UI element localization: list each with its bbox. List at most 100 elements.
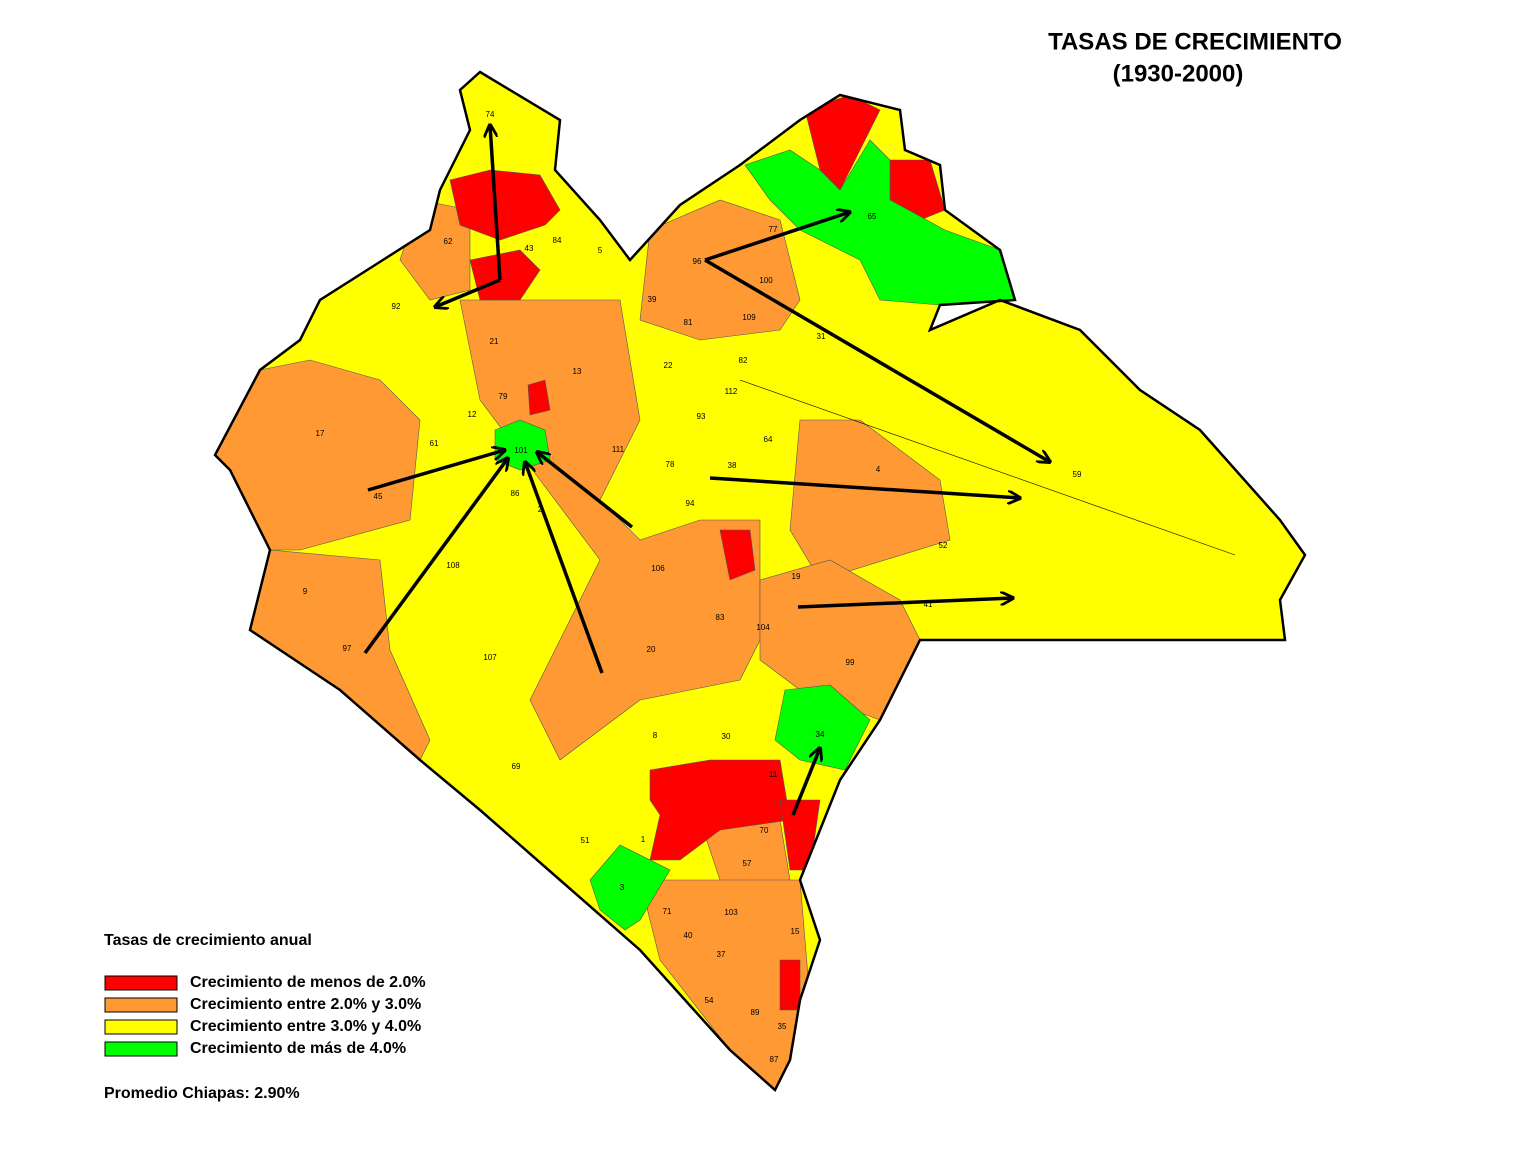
municipality-label: 59 [1073,470,1082,479]
municipality-label: 100 [759,276,773,285]
municipality-label: 38 [728,461,737,470]
municipality-label: 41 [924,600,933,609]
legend: Crecimiento de menos de 2.0% Crecimiento … [104,974,426,1057]
municipality-label: 43 [525,244,534,253]
municipality-label: 99 [846,658,855,667]
municipality-label: 34 [816,730,825,739]
municipality-label: 62 [444,237,453,246]
municipality-label: 11 [769,770,778,779]
municipality-label: 109 [742,313,756,322]
municipality-label: 51 [581,836,590,845]
municipality-label: 81 [684,318,693,327]
municipality-label: 35 [778,1022,787,1031]
municipality-label: 101 [514,446,528,455]
municipality-label: 39 [648,295,657,304]
municipality-label: 52 [939,541,948,550]
legend-swatch [104,975,178,991]
municipality-label: 107 [483,653,497,662]
subtitle: (1930-2000) [1113,60,1244,87]
municipality-label: 96 [693,257,702,266]
arrow [791,748,820,816]
municipality-label: 74 [486,110,495,119]
municipality-label: 22 [664,361,673,370]
municipality-label: 87 [770,1055,779,1064]
legend-title: Tasas de crecimiento anual [104,932,312,949]
municipality-label: 2 [538,505,543,514]
arrow [363,458,508,655]
municipality-label: 108 [446,561,460,570]
municipality-label: 21 [490,337,499,346]
municipality-label: 57 [743,859,752,868]
municipality-label: 82 [739,356,748,365]
trend-line [739,379,1236,556]
municipality-label: 77 [769,225,778,234]
arrow [490,125,502,281]
average: Promedio Chiapas: 2.90% [104,1085,300,1102]
municipality-label: 111 [612,445,625,454]
municipality-label: 3 [620,883,625,892]
legend-label: Crecimiento entre 3.0% y 4.0% [190,1018,421,1035]
region [589,844,671,931]
arrow [704,258,1050,462]
legend-label: Crecimiento de más de 4.0% [190,1040,406,1057]
region [774,684,871,771]
municipality-label: 84 [553,236,562,245]
municipality-label: 106 [651,564,665,573]
municipality-label: 4 [876,465,881,474]
region [449,169,561,241]
region [459,299,761,761]
municipality-label: 12 [468,410,477,419]
municipality-label: 86 [511,489,520,498]
municipality-label: 70 [760,826,769,835]
municipality-label: 97 [343,644,352,653]
arrows [363,125,1050,816]
municipality-label: 69 [512,762,521,771]
municipality-label: 9 [303,587,308,596]
municipality-label: 8 [653,731,658,740]
region [789,419,951,581]
arrow [709,476,1020,498]
municipality-label: 103 [724,908,738,917]
municipality-label: 64 [764,435,773,444]
title: TASAS DE CRECIMIENTO [1048,28,1342,55]
municipality-label: 94 [686,499,695,508]
municipality-label: 61 [430,439,439,448]
arrow [435,278,501,307]
municipality-label: 83 [716,613,725,622]
municipality-label: 31 [817,332,826,341]
municipality-label: 37 [717,950,726,959]
municipality-label: 19 [792,572,801,581]
arrow [537,452,634,529]
legend-swatch [104,1019,178,1035]
arrow [797,598,1013,609]
legend-swatch [104,1041,178,1057]
municipality-label: 15 [791,927,800,936]
municipality-label: 104 [756,623,770,632]
legend-label: Crecimiento de menos de 2.0% [190,974,426,991]
arrow [367,450,505,492]
municipality-label: 13 [573,367,582,376]
municipality-label: 79 [499,392,508,401]
municipality-label: 1 [641,835,646,844]
municipality-label: 93 [697,412,706,421]
arrow [525,462,604,674]
legend-swatch [104,997,178,1013]
region [215,359,421,551]
legend-label: Crecimiento entre 2.0% y 3.0% [190,996,421,1013]
region [744,139,1016,306]
arrow [704,212,850,262]
municipality-label: 71 [663,907,672,916]
region [527,379,551,416]
municipality-label: 89 [751,1008,760,1017]
municipality-label: 112 [725,387,738,396]
municipality-label: 65 [868,212,877,221]
region [719,529,756,581]
municipality-label: 17 [316,429,325,438]
municipality-label: 20 [647,645,656,654]
municipality-label: 5 [598,246,603,255]
region [779,959,801,1011]
municipality-label: 78 [666,460,675,469]
region [469,249,541,301]
